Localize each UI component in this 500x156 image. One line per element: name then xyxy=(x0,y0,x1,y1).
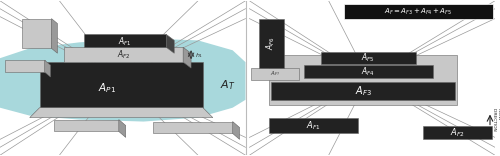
Text: $h_1$: $h_1$ xyxy=(195,51,203,60)
Text: $A_{F2}$: $A_{F2}$ xyxy=(450,126,464,139)
Polygon shape xyxy=(344,4,493,19)
Text: $A_{F?}$: $A_{F?}$ xyxy=(270,70,280,78)
Text: $A_{P1}$: $A_{P1}$ xyxy=(98,81,116,95)
Polygon shape xyxy=(40,62,203,108)
Polygon shape xyxy=(30,108,213,118)
Polygon shape xyxy=(183,47,191,68)
Polygon shape xyxy=(154,122,232,133)
Polygon shape xyxy=(271,82,456,100)
Polygon shape xyxy=(54,120,119,132)
Text: $A_{F2}$: $A_{F2}$ xyxy=(117,49,130,61)
Text: $A_{F4}$: $A_{F4}$ xyxy=(362,66,375,78)
Text: $A_{F1}$: $A_{F1}$ xyxy=(306,119,321,132)
Polygon shape xyxy=(252,68,299,80)
Polygon shape xyxy=(5,60,44,72)
Polygon shape xyxy=(166,34,174,53)
Polygon shape xyxy=(320,52,416,64)
Text: $A_F = A_{F3} + A_{F4} + A_{F5}$: $A_F = A_{F3} + A_{F4} + A_{F5}$ xyxy=(384,7,452,17)
Text: $A_T$: $A_T$ xyxy=(220,78,236,92)
Polygon shape xyxy=(232,122,239,139)
Polygon shape xyxy=(422,126,492,139)
Polygon shape xyxy=(84,34,166,47)
Polygon shape xyxy=(270,55,458,105)
Text: $A_{F1}$: $A_{F1}$ xyxy=(118,35,132,48)
Polygon shape xyxy=(119,120,126,137)
Polygon shape xyxy=(0,38,246,122)
Polygon shape xyxy=(270,118,358,133)
Polygon shape xyxy=(304,65,432,78)
Polygon shape xyxy=(64,47,183,62)
Polygon shape xyxy=(22,19,52,48)
Text: $A_{F6}$: $A_{F6}$ xyxy=(265,37,278,50)
Polygon shape xyxy=(52,19,58,53)
Polygon shape xyxy=(44,60,51,77)
Polygon shape xyxy=(260,19,284,68)
Text: FLOW
DIRECTION: FLOW DIRECTION xyxy=(492,108,500,132)
Text: $A_{F3}$: $A_{F3}$ xyxy=(355,84,372,98)
Text: $A_{F5}$: $A_{F5}$ xyxy=(362,52,375,64)
